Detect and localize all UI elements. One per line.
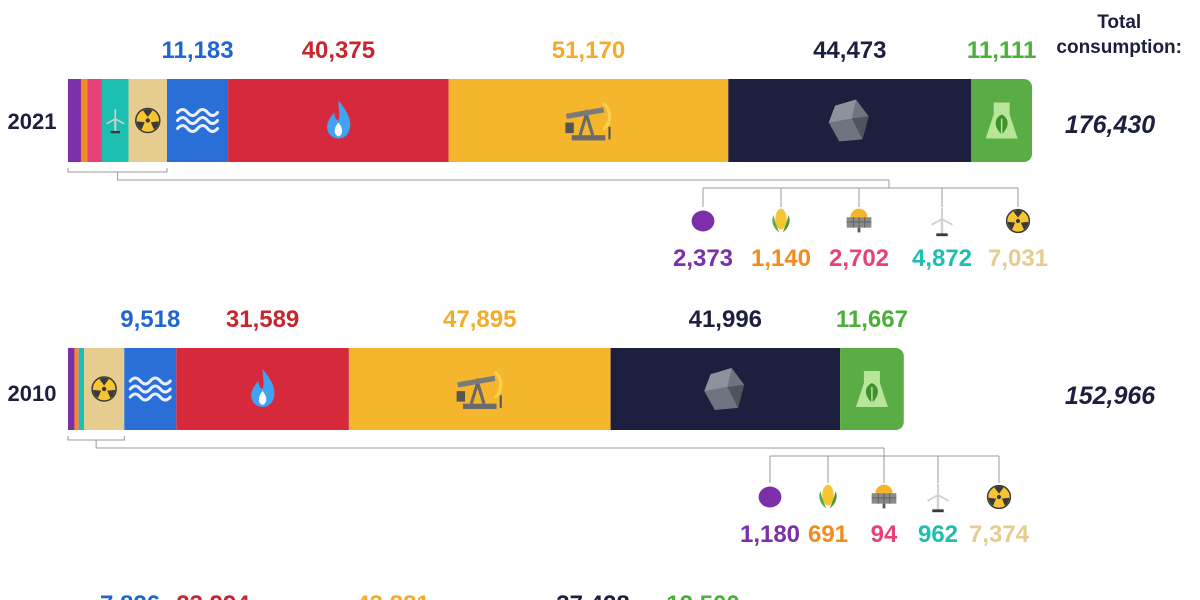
waves-icon xyxy=(128,376,172,402)
total-consumption-header: Total consumption: xyxy=(1056,10,1182,60)
partial-row-value-label: 12,500 xyxy=(666,591,739,600)
radiation-icon xyxy=(91,376,117,402)
value-label-oil: 47,895 xyxy=(443,306,516,333)
minor-value-label-biofuels: 1,140 xyxy=(751,245,811,272)
bar-segment-biofuels xyxy=(80,79,88,162)
year-label: 2021 xyxy=(8,109,57,134)
value-label-hydro: 9,518 xyxy=(120,306,180,333)
wind-turbine-icon xyxy=(106,109,125,134)
partial-row-value-label: 7,826 xyxy=(100,591,160,600)
value-label-nuclear_plant: 11,111 xyxy=(967,37,1036,64)
bar-segment-wind xyxy=(78,348,84,430)
radiation-icon xyxy=(986,484,1012,510)
minor-value-label-biofuels: 691 xyxy=(808,521,848,548)
leaf-flask-icon xyxy=(855,371,888,407)
radiation-icon xyxy=(135,107,161,134)
minor-value-label-nuclear: 7,031 xyxy=(988,245,1048,272)
wind-turbine-icon xyxy=(931,207,953,237)
year-label: 2010 xyxy=(8,381,57,406)
minor-value-label-solar: 94 xyxy=(871,521,898,548)
leaf-flask-icon xyxy=(985,102,1018,139)
total-label-line2: consumption: xyxy=(1056,37,1182,58)
bracket-connector xyxy=(116,172,889,181)
bar-segment-other xyxy=(68,79,81,162)
minor-value-label-other: 1,180 xyxy=(740,521,800,548)
bar-segment-other xyxy=(68,348,75,430)
purple-circle-icon xyxy=(691,210,715,232)
pumpjack-icon xyxy=(456,370,503,409)
bar-segment-biofuels xyxy=(74,348,79,430)
total-value: 176,430 xyxy=(1065,111,1155,139)
minor-bracket xyxy=(67,436,125,441)
solar-panel-icon xyxy=(846,208,872,233)
corn-icon xyxy=(772,208,790,233)
waves-icon xyxy=(176,108,220,133)
pumpjack-icon xyxy=(565,102,612,141)
bar-segment-solar xyxy=(87,79,102,162)
value-label-coal: 44,473 xyxy=(813,37,886,64)
corn-icon xyxy=(819,484,837,509)
total-value: 152,966 xyxy=(1065,382,1156,410)
partial-row-value-label: 23,994 xyxy=(176,591,250,600)
minor-value-label-solar: 2,702 xyxy=(829,245,889,272)
value-label-gas: 31,589 xyxy=(226,306,299,333)
value-label-gas: 40,375 xyxy=(302,37,375,64)
solar-panel-icon xyxy=(871,484,897,509)
wind-turbine-icon xyxy=(927,483,949,513)
partial-row-value-label: 37,428 xyxy=(556,591,629,600)
purple-circle-icon xyxy=(758,486,782,508)
minor-value-label-wind: 962 xyxy=(918,521,958,548)
bracket-connector xyxy=(95,440,884,449)
minor-value-label-wind: 4,872 xyxy=(912,245,972,272)
value-label-nuclear_plant: 11,667 xyxy=(836,306,908,333)
value-label-hydro: 11,183 xyxy=(162,37,234,64)
minor-value-label-other: 2,373 xyxy=(673,245,733,272)
flame-icon xyxy=(251,369,275,407)
total-label-line1: Total xyxy=(1097,12,1142,33)
partial-row-value-label: 43,881 xyxy=(356,591,429,600)
value-label-coal: 41,996 xyxy=(689,306,762,333)
value-label-oil: 51,170 xyxy=(552,37,625,64)
flame-icon xyxy=(327,100,351,139)
coal-rock-icon xyxy=(828,99,869,142)
radiation-icon xyxy=(1005,208,1031,234)
minor-value-label-nuclear: 7,374 xyxy=(969,521,1030,548)
bar-segment-solar xyxy=(78,348,79,430)
minor-bracket xyxy=(67,168,168,173)
coal-rock-icon xyxy=(704,368,745,410)
